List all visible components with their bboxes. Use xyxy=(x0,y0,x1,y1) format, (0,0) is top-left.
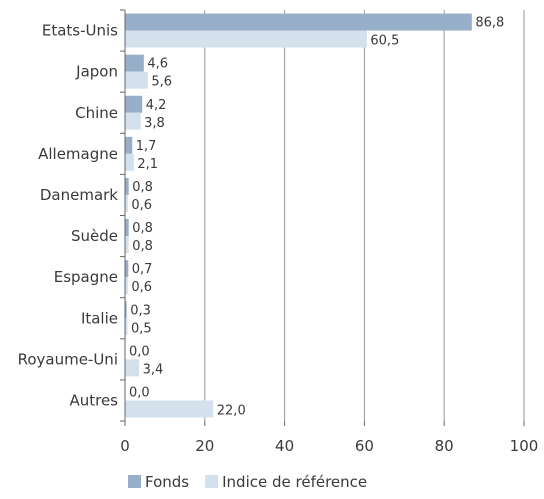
data-label: 5,6 xyxy=(151,75,172,90)
data-label: 2,1 xyxy=(137,157,158,172)
data-label: 4,6 xyxy=(147,57,168,72)
bar-fonds xyxy=(125,136,133,154)
legend-swatch-indice xyxy=(205,475,219,488)
grid-layer xyxy=(204,10,525,421)
data-label: 1,7 xyxy=(136,139,157,154)
data-label: 3,8 xyxy=(144,116,165,131)
legend-label-indice: Indice de référence xyxy=(222,473,367,491)
category-label: Autres xyxy=(69,391,118,409)
tick-label-x-20: 20 xyxy=(195,437,214,455)
data-label: 0,6 xyxy=(131,198,152,213)
bar-layer xyxy=(125,13,472,418)
data-label: 0,0 xyxy=(129,344,150,359)
data-label: 0,7 xyxy=(132,262,153,277)
tick-label-x-40: 40 xyxy=(275,437,294,455)
data-label: 3,4 xyxy=(143,362,164,377)
bar-indice xyxy=(125,318,128,336)
data-label: 0,0 xyxy=(129,385,150,400)
bar-indice xyxy=(125,359,140,377)
tick-label-x-60: 60 xyxy=(355,437,374,455)
category-label: Royaume-Uni xyxy=(18,350,118,368)
data-label: 0,8 xyxy=(132,221,153,236)
category-label: Espagne xyxy=(54,268,118,286)
bar-indice xyxy=(125,236,129,254)
tick-label-x-0: 0 xyxy=(120,437,130,455)
axis-layer xyxy=(120,9,525,426)
category-label: Italie xyxy=(81,309,118,327)
bar-fonds xyxy=(125,301,127,319)
bar-indice xyxy=(125,112,141,130)
legend-swatch-fonds xyxy=(128,475,141,488)
bar-fonds xyxy=(125,219,129,237)
bar-indice xyxy=(125,71,148,89)
bar-indice xyxy=(125,30,367,48)
data-label: 0,6 xyxy=(131,280,152,295)
bar-indice xyxy=(125,277,128,295)
tick-label-x-100: 100 xyxy=(510,437,539,455)
tick-label-x-80: 80 xyxy=(435,437,454,455)
category-label: Allemagne xyxy=(38,145,118,163)
data-label: 86,8 xyxy=(475,16,504,31)
data-label: 60,5 xyxy=(370,34,399,49)
category-label: Danemark xyxy=(40,186,118,204)
bar-fonds xyxy=(125,260,129,278)
label-layer: 0 20 40 60 80 100 Etats-Unis 86,8 60,5 Japon 4,6 5,… xyxy=(18,16,539,455)
category-label: Etats-Unis xyxy=(42,22,118,40)
data-label: 0,3 xyxy=(130,303,151,318)
data-label: 0,8 xyxy=(132,180,153,195)
data-label: 22,0 xyxy=(217,403,246,418)
data-label: 0,5 xyxy=(131,321,152,336)
legend-label-fonds: Fonds xyxy=(145,473,189,491)
data-label: 4,2 xyxy=(146,98,167,113)
category-label: Suède xyxy=(71,227,118,245)
category-label: Japon xyxy=(75,63,118,81)
data-label: 0,8 xyxy=(132,239,153,254)
bar-indice xyxy=(125,153,134,171)
bar-fonds xyxy=(125,54,144,72)
bar-fonds xyxy=(125,95,143,113)
bar-fonds xyxy=(125,177,129,195)
bar-indice xyxy=(125,194,128,212)
bar-fonds xyxy=(125,13,472,31)
bar-indice xyxy=(125,400,214,418)
legend: Fonds Indice de référence xyxy=(128,473,367,491)
category-label: Chine xyxy=(75,104,118,122)
